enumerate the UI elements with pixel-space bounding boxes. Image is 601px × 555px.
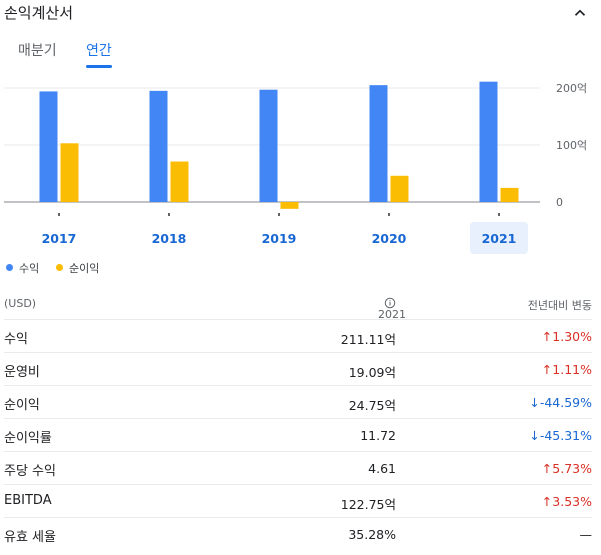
table-row: 운영비 19.09억 ↑1.11% bbox=[4, 353, 592, 386]
row-change-value: — bbox=[579, 527, 593, 542]
row-label: 순이익률 bbox=[4, 431, 52, 446]
row-value: 35.28% bbox=[348, 527, 396, 542]
section-title: 손익계산서 bbox=[4, 4, 74, 22]
table-header: (USD) 2021 전년대비 변동 bbox=[4, 286, 592, 321]
net-income-bar bbox=[280, 202, 299, 209]
year-header: 2021 bbox=[378, 297, 406, 321]
arrow-down-icon: ↓ bbox=[529, 395, 540, 410]
row-value: 122.75억 bbox=[340, 497, 396, 512]
net-income-bar bbox=[500, 187, 519, 202]
revenue-bar bbox=[479, 81, 498, 202]
table-row: EBITDA 122.75억 ↑3.53% bbox=[4, 485, 592, 518]
table-row: 순이익률 11.72 ↓-45.31% bbox=[4, 419, 592, 452]
revenue-bar bbox=[39, 91, 58, 202]
table-row: 주당 수익 4.61 ↑5.73% bbox=[4, 452, 592, 485]
row-value: 19.09억 bbox=[348, 365, 396, 380]
y-tick-label: 100억 bbox=[556, 139, 587, 152]
arrow-up-icon: ↑ bbox=[541, 329, 553, 344]
revenue-bar bbox=[149, 90, 168, 202]
info-icon[interactable] bbox=[384, 297, 396, 309]
row-label: 유효 세율 bbox=[4, 530, 56, 545]
arrow-down-icon: ↓ bbox=[529, 428, 540, 443]
net-income-bar bbox=[390, 175, 409, 202]
row-change-value: 1.30% bbox=[552, 329, 592, 344]
year-label: 2021 bbox=[378, 308, 406, 321]
x-category-label: 2019 bbox=[262, 231, 297, 246]
legend-dot bbox=[56, 264, 63, 271]
tab-annual[interactable]: 연간 bbox=[86, 40, 112, 68]
row-change-value: 5.73% bbox=[552, 461, 592, 476]
row-label: EBITDA bbox=[4, 493, 52, 508]
x-category-label: 2017 bbox=[42, 231, 77, 246]
legend-label: 수익 bbox=[19, 262, 40, 275]
bar-chart: 200억 100억 0 2017 2018 2019 2020 2021 bbox=[4, 81, 587, 254]
legend-item-net-income: 순이익 bbox=[56, 260, 99, 276]
income-chart: 200억 100억 0 2017 2018 2019 2020 2021 bbox=[0, 72, 601, 257]
row-change: — bbox=[580, 527, 593, 542]
change-header: 전년대비 변동 bbox=[527, 299, 592, 312]
row-change-value: -44.59% bbox=[539, 395, 592, 410]
row-label: 주당 수익 bbox=[4, 464, 56, 479]
legend-label: 순이익 bbox=[69, 262, 100, 275]
row-value: 11.72 bbox=[360, 428, 396, 443]
financials-table: (USD) 2021 전년대비 변동 수익 211.11억 ↑1.30% 운영비 19.… bbox=[4, 286, 592, 551]
row-change: ↑3.53% bbox=[542, 494, 592, 509]
arrow-up-icon: ↑ bbox=[541, 461, 553, 476]
active-tab-indicator bbox=[86, 65, 112, 68]
row-change: ↑1.30% bbox=[542, 329, 592, 344]
row-change: ↓-44.59% bbox=[529, 395, 592, 410]
revenue-bar bbox=[259, 89, 278, 202]
table-row: 유효 세율 35.28% — bbox=[4, 518, 592, 551]
row-change: ↓-45.31% bbox=[529, 428, 592, 443]
selected-category-highlight bbox=[470, 222, 528, 254]
legend-dot bbox=[6, 264, 13, 271]
row-change-value: 3.53% bbox=[552, 494, 592, 509]
table-row: 수익 211.11억 ↑1.30% bbox=[4, 320, 592, 353]
y-tick-label: 0 bbox=[556, 196, 563, 209]
row-value: 4.61 bbox=[368, 461, 396, 476]
net-income-bar bbox=[170, 161, 189, 202]
row-value: 24.75억 bbox=[348, 398, 396, 413]
x-category-label: 2020 bbox=[372, 231, 407, 246]
net-income-bar bbox=[60, 143, 79, 202]
x-category-label: 2018 bbox=[152, 231, 187, 246]
arrow-up-icon: ↑ bbox=[541, 494, 553, 509]
row-value: 211.11억 bbox=[340, 332, 396, 347]
y-tick-label: 200억 bbox=[556, 82, 587, 95]
tab-quarterly[interactable]: 매분기 bbox=[18, 40, 57, 60]
chevron-up-icon[interactable] bbox=[571, 4, 589, 22]
tab-label: 매분기 bbox=[18, 43, 57, 59]
arrow-up-icon: ↑ bbox=[541, 362, 553, 377]
row-change: ↑1.11% bbox=[542, 362, 592, 377]
row-label: 순이익 bbox=[4, 398, 40, 413]
row-label: 수익 bbox=[4, 332, 28, 347]
row-change: ↑5.73% bbox=[542, 461, 592, 476]
revenue-bar bbox=[369, 85, 388, 202]
x-category-label: 2021 bbox=[482, 231, 517, 246]
legend-item-revenue: 수익 bbox=[6, 260, 39, 276]
row-change-value: -45.31% bbox=[539, 428, 592, 443]
row-change-value: 1.11% bbox=[552, 362, 592, 377]
tab-label: 연간 bbox=[86, 43, 112, 59]
income-statement-header[interactable]: 손익계산서 bbox=[4, 0, 597, 28]
unit-label: (USD) bbox=[4, 297, 37, 310]
table-row: 순이익 24.75억 ↓-44.59% bbox=[4, 386, 592, 419]
row-label: 운영비 bbox=[4, 365, 40, 380]
